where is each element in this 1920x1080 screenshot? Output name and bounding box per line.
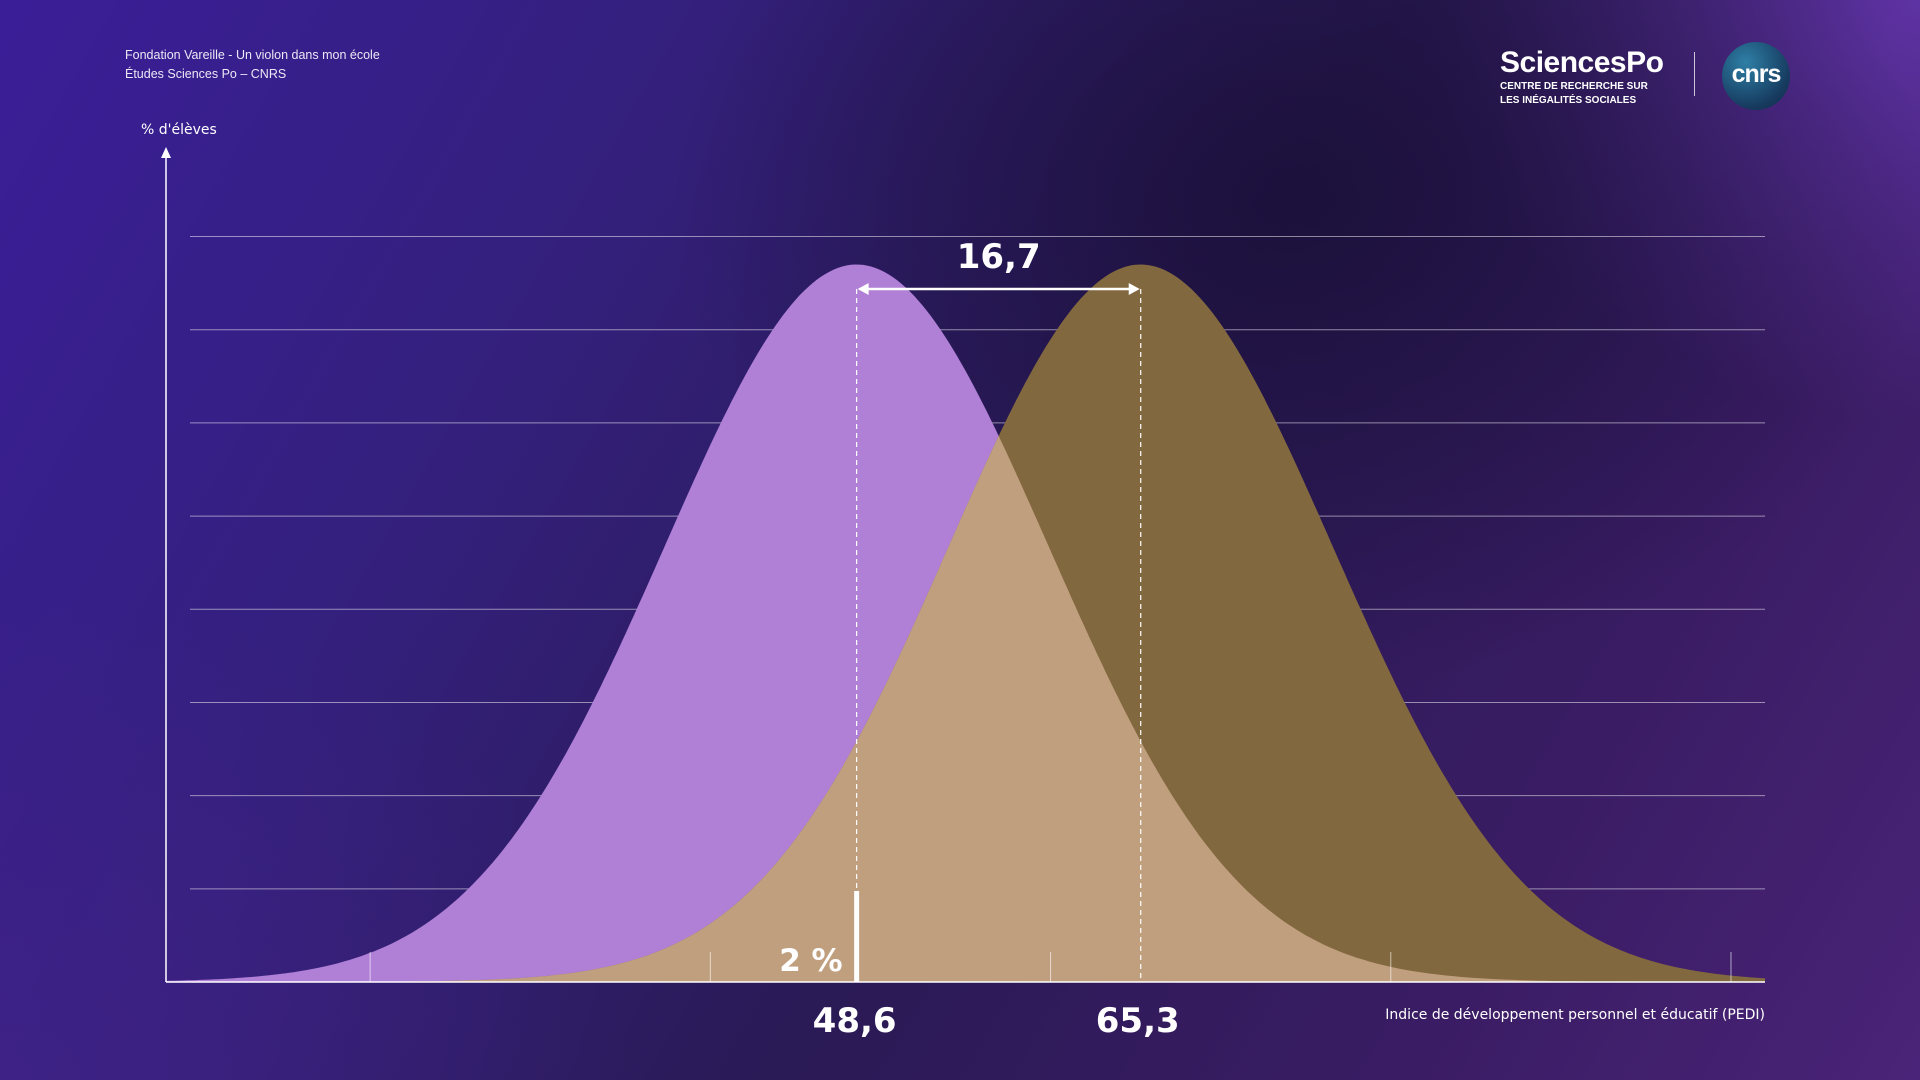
source-note: Fondation Vareille - Un violon dans mon … bbox=[125, 46, 380, 84]
y-axis-label: % d'élèves bbox=[141, 122, 217, 138]
threshold-label: 2 % bbox=[779, 943, 842, 979]
sciencespo-logo-name: SciencesPo bbox=[1500, 46, 1664, 79]
x-axis-label: Indice de développement personnel et édu… bbox=[1385, 1007, 1765, 1023]
mean-left-label: 48,6 bbox=[813, 1001, 897, 1041]
source-line-foundation: Fondation Vareille - Un violon dans mon … bbox=[125, 48, 380, 62]
difference-arrow-left-icon bbox=[857, 283, 869, 295]
axes bbox=[161, 147, 1765, 983]
sciencespo-logo-subtitle-1: CENTRE DE RECHERCHE SUR bbox=[1500, 81, 1648, 92]
sciencespo-logo: SciencesPo CENTRE DE RECHERCHE SUR LES I… bbox=[1500, 46, 1670, 107]
sciencespo-logo-subtitle-2: LES INÉGALITÉS SOCIALES bbox=[1500, 95, 1637, 106]
difference-label: 16,7 bbox=[957, 237, 1041, 277]
annotations: 16,7 48,6 65,3 2 % bbox=[779, 237, 1179, 1041]
y-axis-arrow-icon bbox=[161, 147, 171, 158]
cnrs-logo: cnrs bbox=[1722, 42, 1790, 110]
logo-divider bbox=[1694, 52, 1695, 96]
source-line-study: Études Sciences Po – CNRS bbox=[125, 67, 287, 81]
difference-arrow-right-icon bbox=[1128, 283, 1140, 295]
cnrs-logo-text: cnrs bbox=[1731, 60, 1782, 88]
mean-right-label: 65,3 bbox=[1096, 1001, 1180, 1041]
